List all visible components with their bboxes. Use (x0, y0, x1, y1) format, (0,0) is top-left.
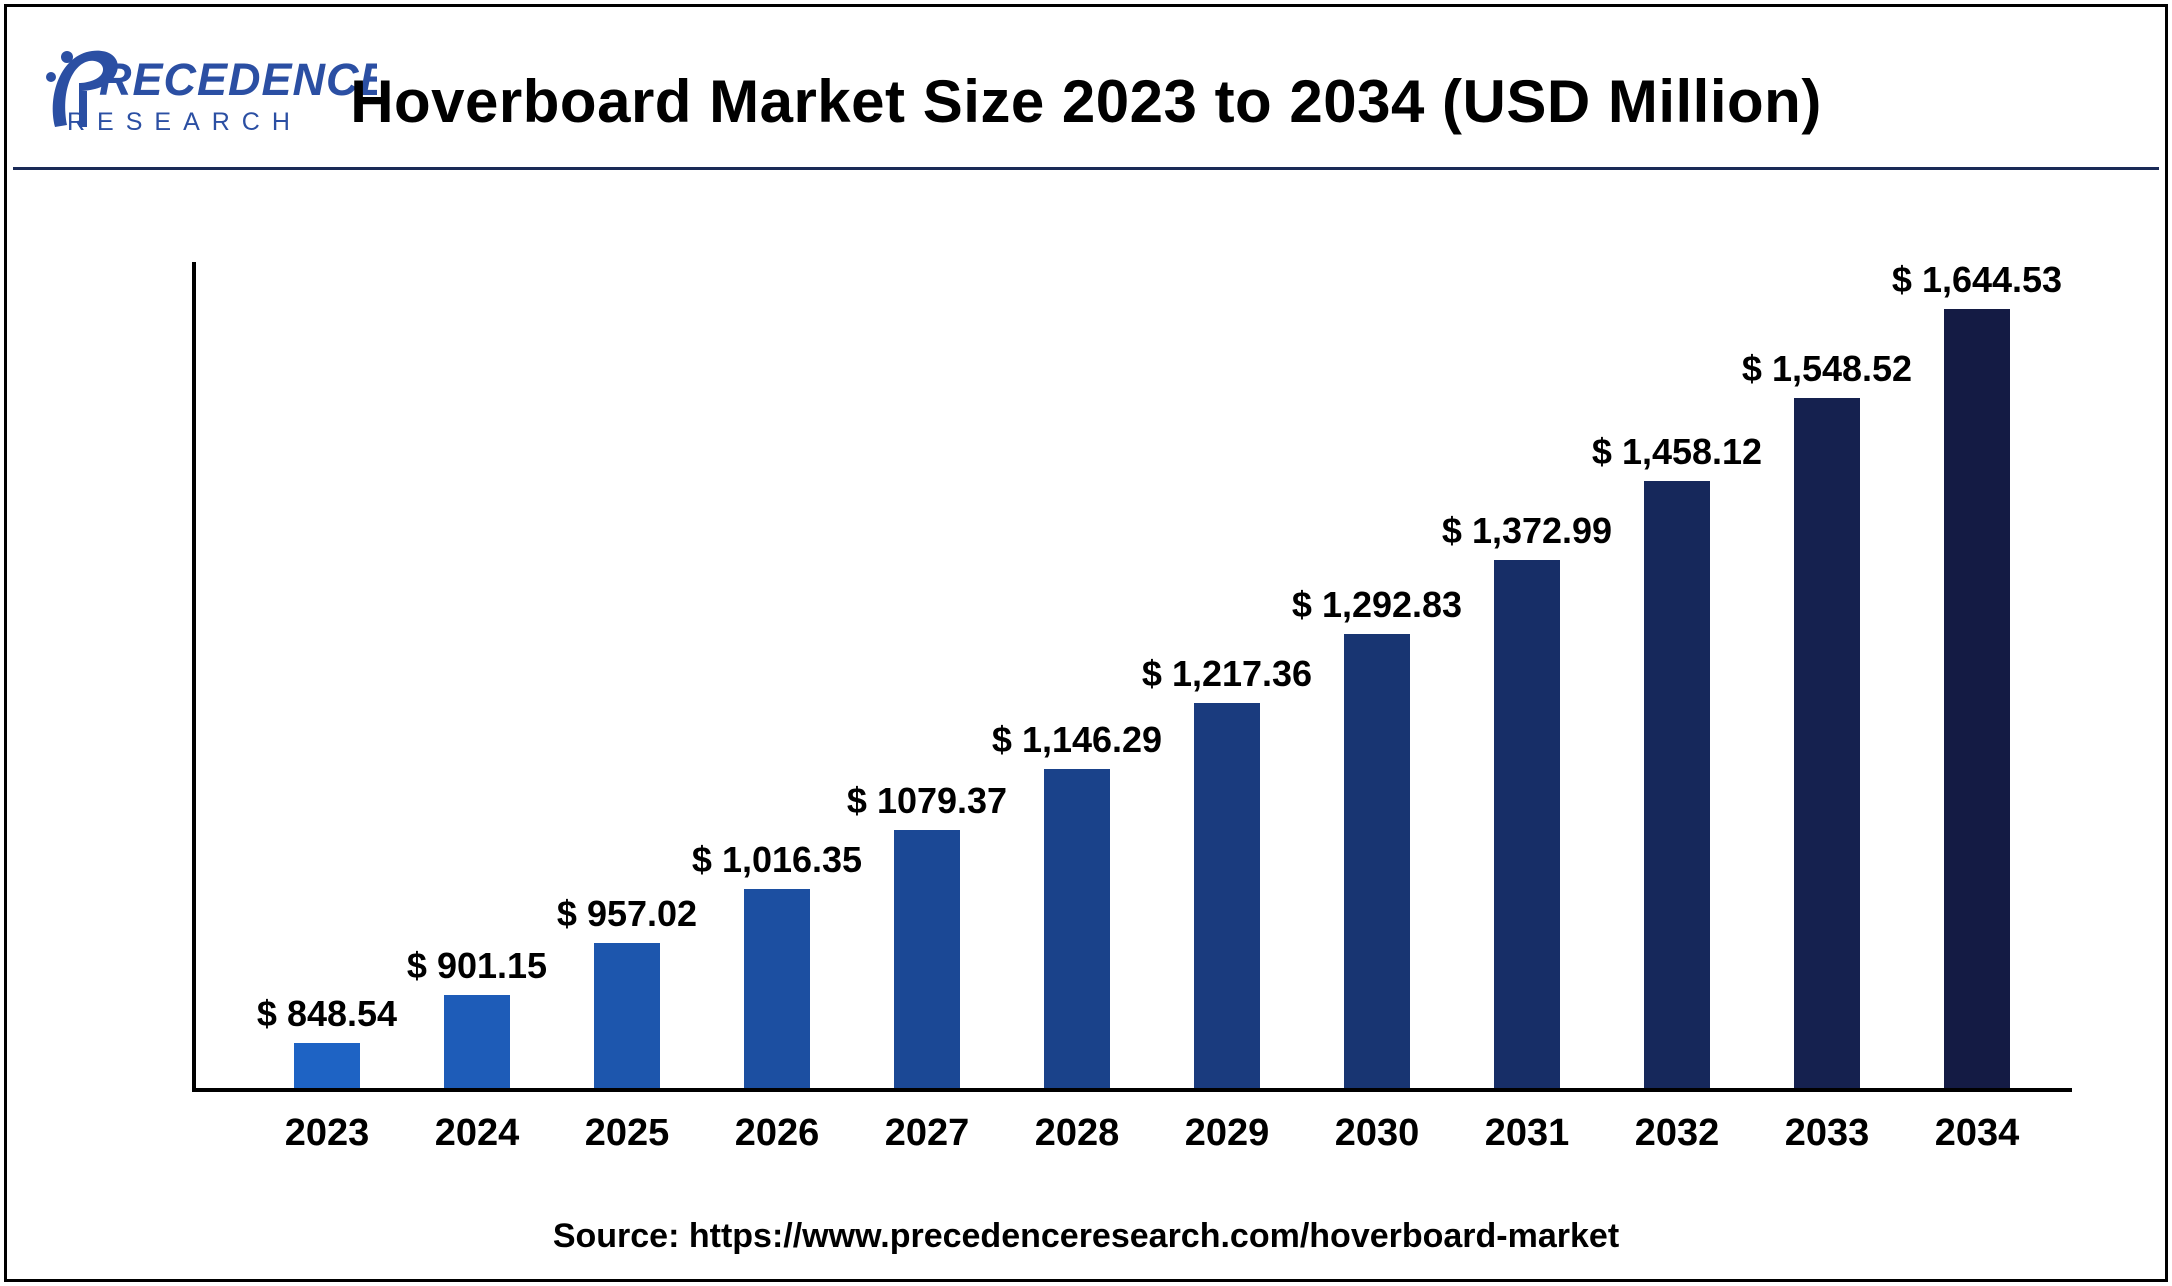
bar: $ 1,146.29 (1044, 769, 1110, 1088)
x-axis-tick-label: 2029 (1152, 1112, 1302, 1155)
x-axis-tick-label: 2028 (1002, 1112, 1152, 1155)
bar-value-label: $ 848.54 (257, 993, 397, 1035)
bar: $ 1079.37 (894, 830, 960, 1088)
chart-plot-area: $ 848.54$ 901.15$ 957.02$ 1,016.35$ 1079… (192, 262, 2072, 1092)
bar: $ 901.15 (444, 995, 510, 1088)
bar-slot: $ 848.54 (252, 262, 402, 1088)
x-axis-tick-label: 2030 (1302, 1112, 1452, 1155)
bar-slot: $ 1,644.53 (1902, 262, 2052, 1088)
x-axis-tick-label: 2026 (702, 1112, 852, 1155)
bar: $ 848.54 (294, 1043, 360, 1088)
bar-value-label: $ 1,372.99 (1442, 510, 1612, 552)
bar-value-label: $ 901.15 (407, 945, 547, 987)
title-underline (13, 167, 2159, 170)
bar: $ 1,372.99 (1494, 560, 1560, 1088)
bar-value-label: $ 1,217.36 (1142, 653, 1312, 695)
bar: $ 1,548.52 (1794, 398, 1860, 1088)
chart-frame: RECEDENCE RESEARCH Hoverboard Market Siz… (4, 4, 2168, 1282)
bar-value-label: $ 1,548.52 (1742, 348, 1912, 390)
source-citation: Source: https://www.precedenceresearch.c… (7, 1217, 2165, 1256)
bar: $ 1,458.12 (1644, 481, 1710, 1088)
bar-slot: $ 1,217.36 (1152, 262, 1302, 1088)
x-axis-tick-label: 2032 (1602, 1112, 1752, 1155)
x-axis-tick-label: 2023 (252, 1112, 402, 1155)
x-axis-tick-label: 2025 (552, 1112, 702, 1155)
x-axis-tick-label: 2034 (1902, 1112, 2052, 1155)
bar-slot: $ 901.15 (402, 262, 552, 1088)
bar: $ 1,217.36 (1194, 703, 1260, 1088)
bar-value-label: $ 1079.37 (847, 780, 1007, 822)
bar: $ 957.02 (594, 943, 660, 1088)
bar: $ 1,644.53 (1944, 309, 2010, 1088)
bar-slot: $ 957.02 (552, 262, 702, 1088)
bar-slot: $ 1079.37 (852, 262, 1002, 1088)
bar-value-label: $ 1,146.29 (992, 719, 1162, 761)
x-axis-tick-label: 2031 (1452, 1112, 1602, 1155)
bars-container: $ 848.54$ 901.15$ 957.02$ 1,016.35$ 1079… (192, 262, 2072, 1092)
source-url: https://www.precedenceresearch.com/hover… (689, 1217, 1619, 1255)
bar-value-label: $ 957.02 (557, 893, 697, 935)
bar-slot: $ 1,372.99 (1452, 262, 1602, 1088)
bar-value-label: $ 1,292.83 (1292, 584, 1462, 626)
x-axis-tick-label: 2033 (1752, 1112, 1902, 1155)
bar-value-label: $ 1,016.35 (692, 839, 862, 881)
chart-title: Hoverboard Market Size 2023 to 2034 (USD… (7, 67, 2165, 136)
bar-value-label: $ 1,644.53 (1892, 259, 2062, 301)
x-axis-tick-label: 2027 (852, 1112, 1002, 1155)
source-prefix: Source: (553, 1217, 689, 1255)
bar-slot: $ 1,548.52 (1752, 262, 1902, 1088)
bar-slot: $ 1,016.35 (702, 262, 852, 1088)
bar-slot: $ 1,292.83 (1302, 262, 1452, 1088)
bar-slot: $ 1,458.12 (1602, 262, 1752, 1088)
bar: $ 1,016.35 (744, 889, 810, 1088)
bar-slot: $ 1,146.29 (1002, 262, 1152, 1088)
bar-value-label: $ 1,458.12 (1592, 431, 1762, 473)
x-axis-tick-label: 2024 (402, 1112, 552, 1155)
bar: $ 1,292.83 (1344, 634, 1410, 1088)
